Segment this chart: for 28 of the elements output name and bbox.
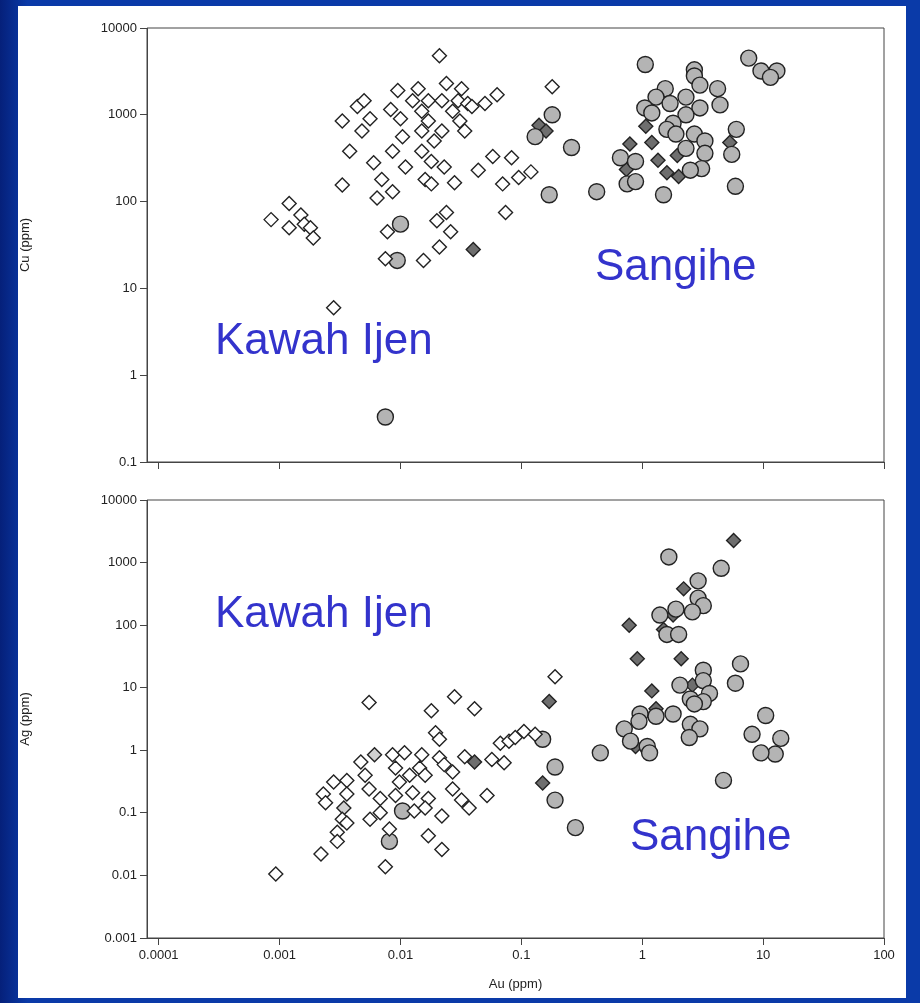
y-tick-label: 1: [129, 741, 137, 757]
y-tick-label: 10: [122, 279, 137, 295]
y-tick-label: 0.1: [118, 453, 137, 469]
y-tick-label: 10000: [100, 19, 137, 35]
annotation: Kawah Ijen: [215, 314, 433, 364]
y-tick-label: 100: [115, 616, 137, 632]
annotation: Kawah Ijen: [215, 587, 433, 637]
annotation: Sangihe: [595, 240, 757, 290]
x-tick-label: 10: [755, 947, 771, 963]
x-tick-label: 0.0001: [138, 947, 179, 963]
y-tick-label: 100: [115, 193, 137, 209]
y-tick-label: 1000: [108, 106, 137, 122]
x-tick-label: 0.1: [512, 947, 531, 963]
y-axis-title: Cu (ppm): [17, 217, 33, 273]
y-tick-label: 0.01: [111, 867, 137, 883]
y-tick-label: 0.1: [118, 804, 137, 820]
y-tick-label: 1000: [108, 554, 137, 570]
y-axis-title: Ag (ppm): [17, 692, 33, 746]
x-axis-title: Au (ppm): [488, 975, 543, 991]
x-tick-label: 1: [638, 947, 646, 963]
y-tick-label: 10: [122, 679, 137, 695]
y-tick-label: 0.001: [104, 929, 137, 945]
annotation: Sangihe: [630, 810, 792, 860]
y-tick-label: 1: [129, 366, 137, 382]
x-tick-label: 0.001: [263, 947, 296, 963]
x-tick-label: 100: [873, 947, 895, 963]
y-tick-label: 10000: [100, 491, 137, 507]
x-tick-label: 0.01: [387, 947, 414, 963]
